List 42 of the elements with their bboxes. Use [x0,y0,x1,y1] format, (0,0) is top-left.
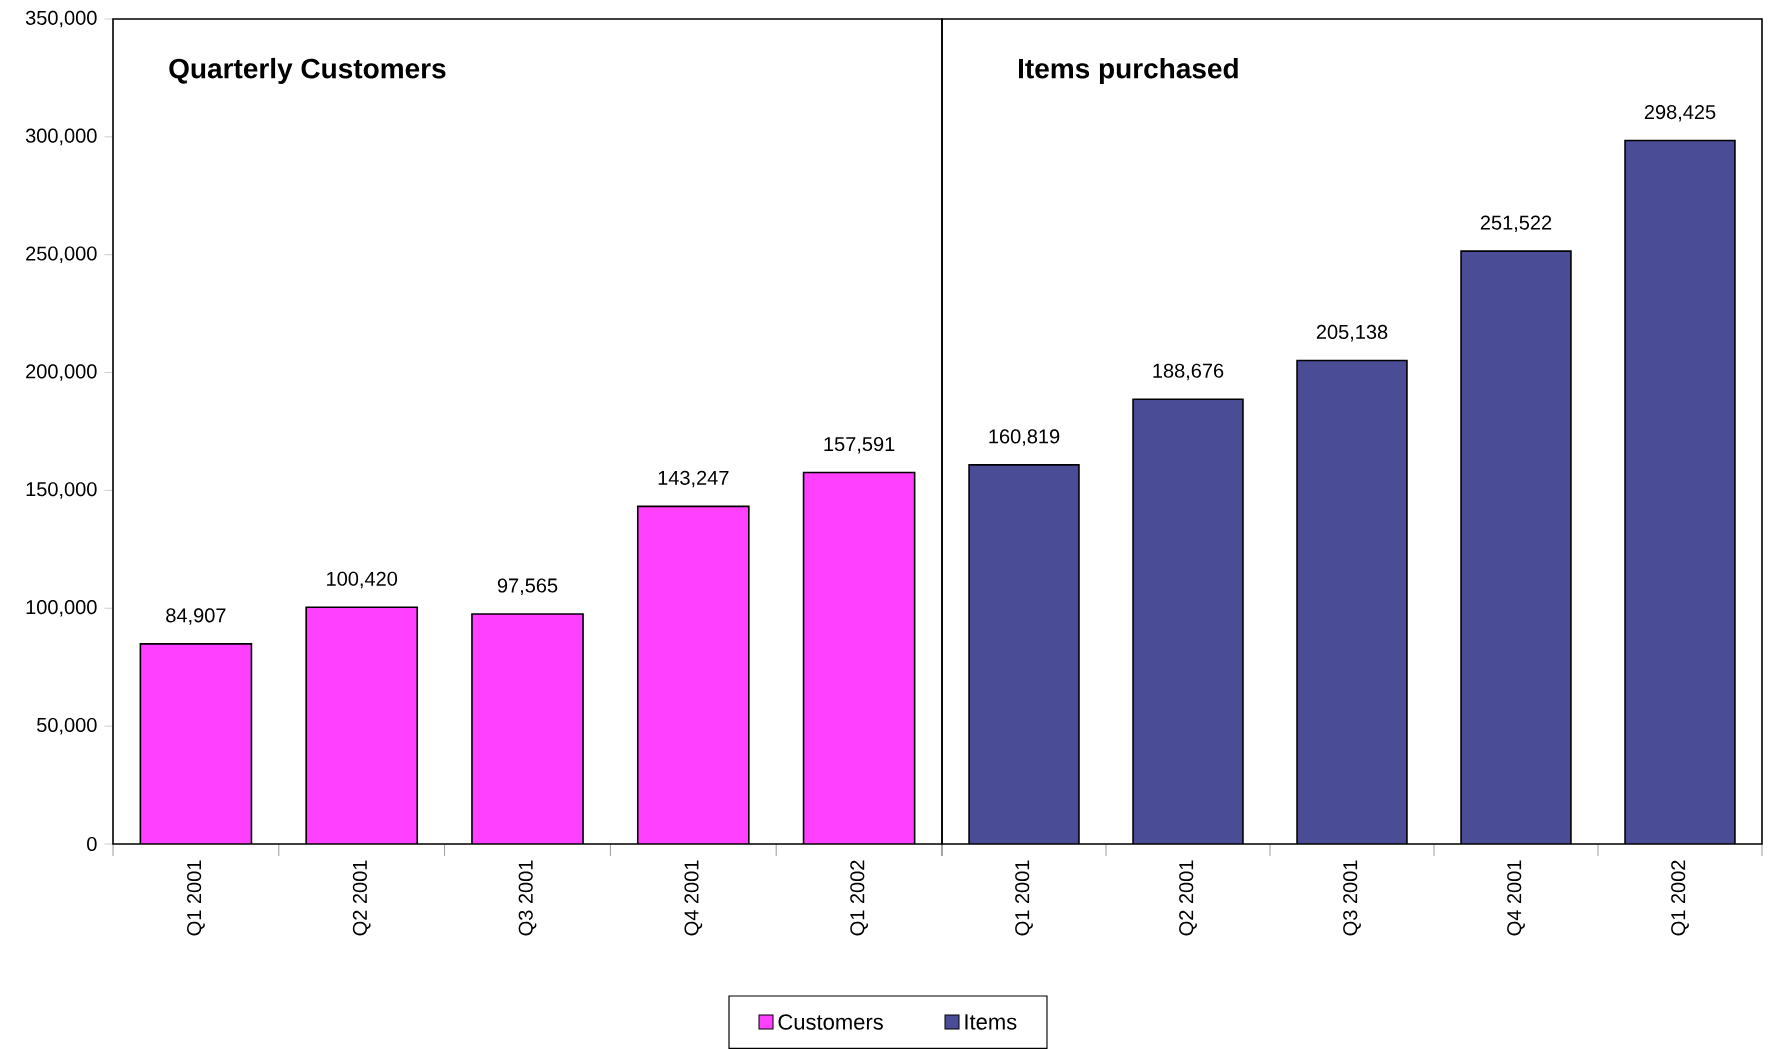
data-label: 84,907 [166,608,226,625]
data-label: 100,420 [327,571,398,589]
data-label: 160,819 [989,429,1060,446]
y-tick-label: 350,000 [25,10,97,28]
y-tick-label: 0 [87,836,97,852]
text: Items purchased [1019,57,1238,85]
legend-label: Customers [778,1014,883,1030]
bar [968,464,1080,844]
data-label: 298,425 [1644,104,1716,122]
data-label: 143,247 [658,470,729,488]
x-tick-label: Q1 2001 [1015,860,1033,936]
y-tick-label: 150,000 [26,482,97,499]
bar [802,471,916,844]
x-tick-label: Q4 2001 [684,860,703,936]
y-tick-label: 200,000 [26,364,97,381]
bar [636,505,750,844]
bar [1133,399,1243,844]
data-label: 157,591 [824,436,895,454]
x-tick-label: Q3 2001 [518,860,537,936]
x-tick-label: Q3 2001 [1343,860,1361,936]
data-label: 97,565 [497,578,558,595]
data-label: 205,138 [1316,324,1388,342]
bar [139,643,253,844]
bar [1460,250,1572,844]
data-label: 251,522 [1480,215,1552,233]
x-tick-label: Q4 2001 [1507,860,1525,936]
x-tick-label: Q1 2002 [850,860,868,936]
legend-label: Items [965,1014,1017,1030]
bar [1624,139,1736,844]
bar [306,607,418,844]
x-tick-label: Q1 2001 [187,860,205,936]
x-tick-label: Q1 2002 [1671,860,1689,936]
y-tick-label: 250,000 [26,246,97,263]
bar [471,613,584,844]
y-tick-label: 100,000 [26,600,97,617]
y-tick-label: 300,000 [25,128,97,146]
x-tick-label: Q2 2001 [1179,860,1197,936]
text: Quarterly Customers [169,57,446,85]
bar [1296,359,1408,844]
y-tick-label: 50,000 [37,717,97,735]
data-label: 188,676 [1153,363,1224,381]
x-tick-label: Q2 2001 [352,860,371,936]
